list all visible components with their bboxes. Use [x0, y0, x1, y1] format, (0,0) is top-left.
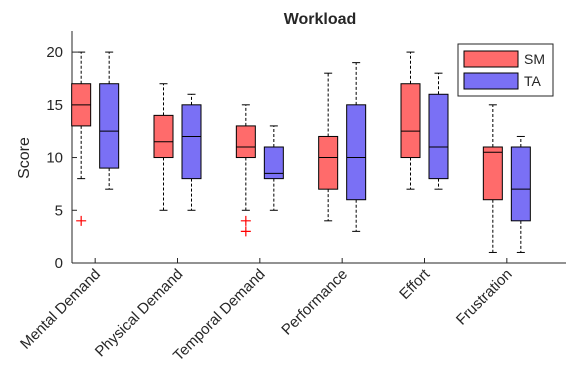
- box-ta: [181, 104, 202, 180]
- y-axis-label: Score: [16, 137, 33, 179]
- legend: SM TA: [457, 43, 554, 97]
- outlier-marker: [76, 215, 87, 226]
- box-sm: [318, 135, 339, 190]
- box-ta: [99, 83, 120, 169]
- box-ta: [428, 93, 449, 180]
- x-tick-label: Temporal Demand: [170, 266, 269, 365]
- legend-label-sm: SM: [524, 51, 545, 67]
- box-ta: [263, 146, 284, 180]
- box-ta: [510, 146, 531, 222]
- x-tick-label: Performance: [278, 266, 351, 339]
- x-tick-label: Mental Demand: [17, 266, 104, 353]
- box-sm: [400, 83, 421, 159]
- x-tick-label: Effort: [396, 265, 434, 303]
- legend-swatch-sm: [463, 50, 519, 68]
- y-tick-label: 10: [46, 150, 63, 167]
- x-tick-label: Frustration: [453, 266, 516, 329]
- outlier-marker: [240, 215, 251, 226]
- y-tick-label: 15: [46, 97, 63, 114]
- legend-swatch-ta: [463, 72, 519, 90]
- y-tick-label: 0: [55, 255, 63, 272]
- y-tick-label: 5: [55, 202, 63, 219]
- box-sm: [235, 125, 256, 159]
- x-tick-label: Physical Demand: [92, 266, 187, 361]
- box-ta: [346, 104, 367, 201]
- chart-title: Workload: [284, 11, 357, 28]
- y-tick-label: 20: [46, 44, 63, 61]
- outlier-marker: [240, 226, 251, 237]
- box-sm: [153, 114, 174, 159]
- box-sm: [482, 146, 503, 201]
- legend-label-ta: TA: [524, 73, 542, 89]
